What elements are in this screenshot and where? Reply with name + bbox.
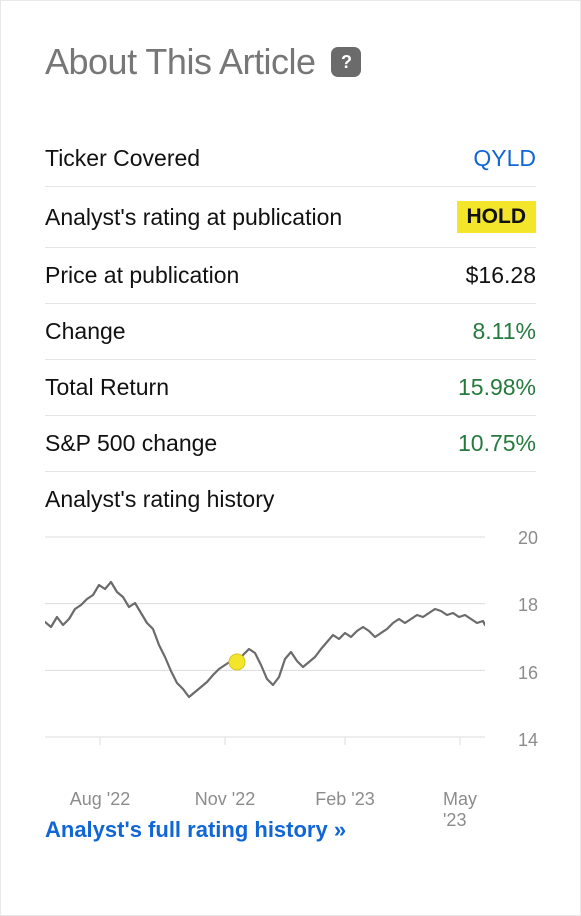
chart-y-tick: 16: [518, 664, 538, 682]
chart-x-tick: Aug '22: [70, 789, 131, 810]
chart-y-tick: 18: [518, 596, 538, 614]
total-return-row: Total Return 15.98%: [45, 360, 536, 416]
total-return-value: 15.98%: [458, 374, 536, 401]
ticker-label: Ticker Covered: [45, 145, 200, 172]
help-icon[interactable]: ?: [331, 47, 361, 77]
sp500-row: S&P 500 change 10.75%: [45, 416, 536, 472]
chart-y-tick: 14: [518, 731, 538, 749]
rating-row: Analyst's rating at publication HOLD: [45, 187, 536, 248]
change-value: 8.11%: [472, 318, 536, 345]
price-label: Price at publication: [45, 262, 239, 289]
about-article-card: About This Article ? Ticker Covered QYLD…: [0, 0, 581, 916]
change-label: Change: [45, 318, 126, 345]
ticker-row: Ticker Covered QYLD: [45, 131, 536, 187]
change-row: Change 8.11%: [45, 304, 536, 360]
header-row: About This Article ?: [45, 41, 536, 83]
chart-y-tick: 20: [518, 529, 538, 547]
rating-history-chart: 20181614 Aug '22Nov '22Feb '23May '23: [45, 529, 536, 789]
rating-history-label: Analyst's rating history: [45, 472, 536, 523]
sp500-value: 10.75%: [458, 430, 536, 457]
chart-svg: [45, 529, 485, 759]
rating-badge: HOLD: [457, 201, 537, 233]
full-rating-history-link[interactable]: Analyst's full rating history »: [45, 817, 346, 843]
sp500-label: S&P 500 change: [45, 430, 217, 457]
ticker-link[interactable]: QYLD: [473, 145, 536, 172]
price-row: Price at publication $16.28: [45, 248, 536, 304]
total-return-label: Total Return: [45, 374, 169, 401]
chart-x-tick: Nov '22: [195, 789, 255, 810]
card-title: About This Article: [45, 41, 315, 83]
chart-y-labels: 20 18 16 14: [518, 529, 538, 749]
price-value: $16.28: [466, 262, 536, 289]
chart-x-tick: May '23: [443, 789, 477, 831]
chart-x-tick: Feb '23: [315, 789, 374, 810]
rating-label: Analyst's rating at publication: [45, 204, 342, 231]
